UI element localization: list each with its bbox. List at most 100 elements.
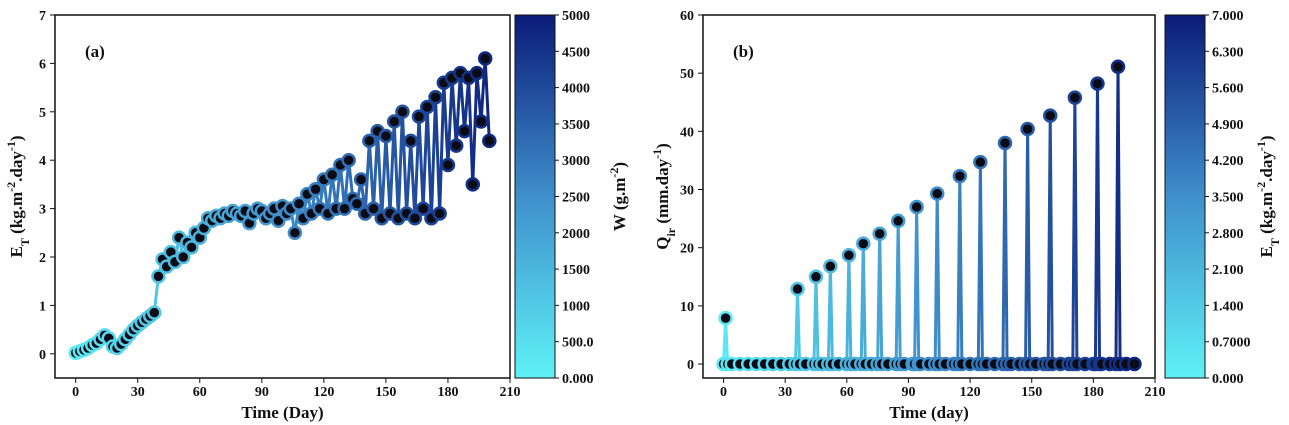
- y-tick-label: 0: [687, 358, 694, 373]
- y-tick-label: 6: [39, 57, 46, 72]
- colorbar-label: ET (kg.m-2.day-1): [1254, 135, 1282, 257]
- colorbar-label-part: ): [1257, 135, 1276, 141]
- data-point: [457, 123, 472, 139]
- data-point: [473, 114, 489, 129]
- colorbar-tick-label: 2.100: [1212, 263, 1244, 278]
- data-point: [386, 114, 402, 129]
- y-axis-label-part: -1: [650, 149, 664, 159]
- data-point: [349, 196, 365, 212]
- data-point: [175, 249, 191, 265]
- y-tick-label: 4: [39, 154, 46, 169]
- data-point: [291, 196, 307, 212]
- colorbar: [1164, 14, 1206, 379]
- x-axis-label-part: Time (Day): [241, 403, 323, 422]
- data-point: [415, 201, 431, 216]
- x-tick-label: 30: [778, 385, 792, 400]
- data-point: [337, 201, 352, 216]
- colorbar-label-part: -2: [607, 168, 621, 178]
- data-point: [856, 236, 871, 251]
- y-axis-label-part: Q: [653, 237, 672, 250]
- y-tick-label: 40: [680, 125, 694, 140]
- y-tick-label: 2: [39, 251, 46, 266]
- data-point: [151, 269, 166, 284]
- y-tick-label: 20: [680, 242, 694, 257]
- data-point: [1042, 108, 1058, 123]
- data-point: [395, 104, 410, 120]
- x-tick-label: 150: [375, 385, 396, 400]
- y-axis-label-part: (kg.m: [7, 192, 26, 238]
- x-tick-label: 120: [313, 385, 334, 400]
- y-axis-label-part: .day: [7, 151, 26, 182]
- data-point: [147, 305, 162, 320]
- x-tick-label: 210: [500, 385, 521, 400]
- colorbar-tick-label: 2500: [562, 191, 590, 206]
- x-tick-label: 180: [437, 385, 458, 400]
- data-point: [1067, 90, 1083, 105]
- colorbar-label: W (g.m-2): [607, 162, 629, 231]
- x-tick-label: 210: [1145, 385, 1166, 400]
- colorbar-tick-label: 5.600: [1212, 82, 1244, 97]
- colorbar-label-part: W (g.m: [610, 178, 629, 232]
- colorbar-tick-label: 4.200: [1212, 154, 1244, 169]
- y-tick-label: 10: [680, 300, 694, 315]
- data-point: [411, 109, 427, 124]
- colorbar-tick-label: 7.000: [1212, 9, 1244, 24]
- data-point: [432, 206, 447, 221]
- data-point: [808, 269, 824, 285]
- x-tick-label: 30: [131, 385, 145, 400]
- y-axis-label-part: T: [18, 238, 32, 246]
- data-point: [1020, 121, 1035, 137]
- data-point: [841, 248, 857, 263]
- y-tick-label: 5: [39, 106, 46, 121]
- data-point: [718, 310, 733, 326]
- x-tick-label: 120: [960, 385, 981, 400]
- x-tick-label: 180: [1083, 385, 1104, 400]
- data-point: [477, 51, 493, 66]
- data-point: [440, 157, 456, 173]
- data-point: [997, 135, 1013, 151]
- data-line: [722, 66, 1135, 366]
- y-axis-label: ET (kg.m-2.day-1): [4, 135, 32, 257]
- colorbar-tick-label: 0.000: [562, 372, 594, 387]
- colorbar-tick-label: 2000: [562, 227, 590, 242]
- colorbar-tick-label: 1.400: [1212, 299, 1244, 314]
- colorbar-label-part: .day: [1257, 151, 1276, 182]
- x-tick-label: 0: [720, 385, 727, 400]
- colorbar-label-part: -2: [1254, 182, 1268, 192]
- y-tick-label: 30: [680, 184, 694, 199]
- data-point: [790, 281, 805, 297]
- data-point: [1127, 356, 1142, 372]
- y-tick-label: 1: [39, 299, 46, 314]
- data-point: [308, 181, 323, 197]
- data-point: [909, 199, 924, 215]
- y-tick-label: 7: [39, 9, 46, 24]
- data-point: [420, 99, 435, 115]
- data-point: [469, 65, 485, 81]
- y-axis-label-part: ): [7, 135, 26, 141]
- data-point: [403, 133, 418, 149]
- data-point: [324, 167, 340, 182]
- panel-title: (a): [85, 42, 105, 61]
- colorbar-label-part: T: [1268, 238, 1282, 246]
- data-point: [482, 133, 497, 149]
- data-point: [341, 152, 356, 168]
- colorbar-label-part: -1: [1254, 141, 1268, 151]
- x-tick-label: 60: [193, 385, 207, 400]
- colorbar-tick-label: 2.800: [1212, 227, 1244, 242]
- data-point: [929, 186, 945, 201]
- colorbar-tick-label: 5000: [562, 9, 590, 24]
- data-point: [184, 240, 199, 255]
- data-point: [823, 259, 838, 274]
- y-axis-label-part: -2: [4, 182, 18, 192]
- data-point: [428, 90, 443, 105]
- data-point: [1110, 59, 1126, 75]
- data-point: [287, 225, 303, 241]
- colorbar-tick-label: 4.900: [1212, 118, 1244, 133]
- y-axis-label-part: ): [653, 143, 672, 149]
- data-point: [872, 226, 887, 241]
- data-point: [952, 168, 968, 184]
- data-point: [890, 213, 906, 229]
- panel-title: (b): [733, 42, 754, 61]
- plot-frame: [702, 14, 1156, 379]
- colorbar-tick-label: 4000: [562, 82, 590, 97]
